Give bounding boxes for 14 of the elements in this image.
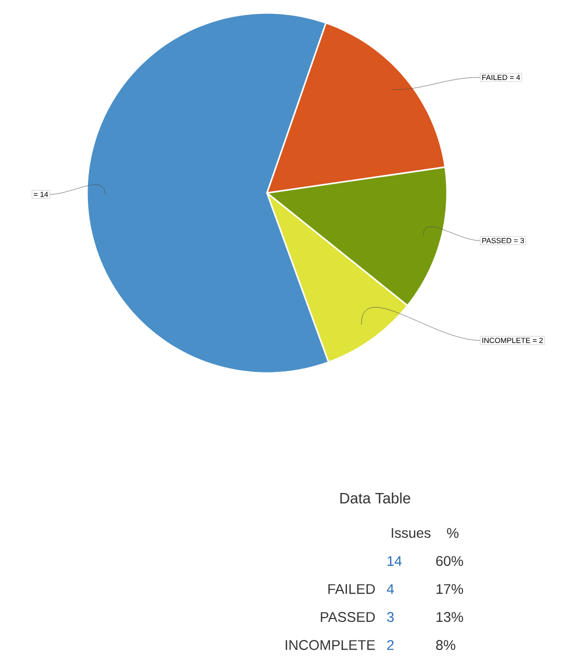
text: 60% — [436, 556, 464, 566]
text: 13% — [436, 612, 464, 622]
text: 4 — [386, 584, 394, 594]
text: PASSED — [320, 612, 375, 622]
text: 3 — [387, 612, 394, 622]
text: 14 — [388, 556, 402, 566]
text: % — [447, 528, 458, 538]
text: FAILED — [328, 584, 375, 594]
text: 8% — [436, 640, 456, 650]
text: INCOMPLETE — [286, 640, 375, 650]
text: 2 — [387, 640, 394, 650]
text: Data Table — [340, 492, 410, 504]
text: 17% — [436, 584, 464, 594]
text: Issues — [392, 528, 430, 538]
